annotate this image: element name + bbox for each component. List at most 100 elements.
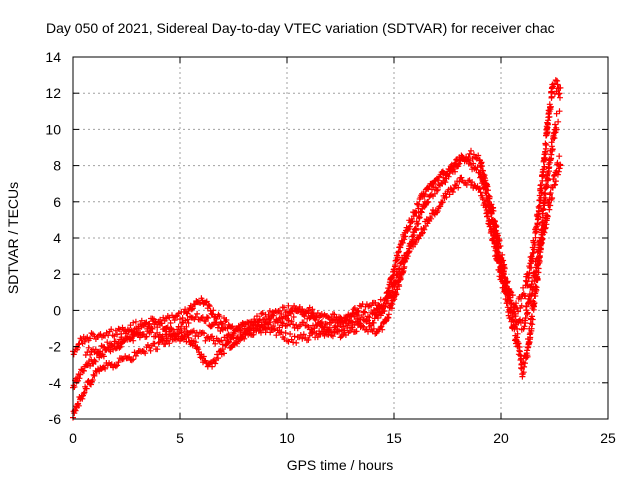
data-point-cluster xyxy=(433,168,448,184)
data-point-cluster xyxy=(144,325,161,340)
data-point-cluster xyxy=(151,318,165,331)
data-point-cluster xyxy=(433,174,448,194)
x-tick-label: 5 xyxy=(176,430,184,446)
data-point-cluster xyxy=(416,216,431,239)
data-point-cluster xyxy=(76,383,89,403)
data-point-cluster xyxy=(483,180,496,216)
data-point-cluster xyxy=(369,311,381,326)
data-point-cluster xyxy=(515,284,527,315)
data-point-cluster xyxy=(70,400,82,421)
data-point-cluster xyxy=(540,119,551,173)
data-point-cluster xyxy=(204,301,217,318)
y-tick-label: 4 xyxy=(53,230,61,246)
data-point-cluster xyxy=(209,333,225,347)
data-point-cluster xyxy=(521,283,534,330)
data-point-cluster xyxy=(401,217,414,240)
series-track-2 xyxy=(70,108,563,391)
data-point-cluster xyxy=(553,108,563,125)
data-point-cluster xyxy=(241,327,257,342)
data-point-cluster xyxy=(408,200,422,225)
data-point-cluster xyxy=(326,328,342,340)
data-point-cluster xyxy=(388,252,401,282)
data-point-cluster xyxy=(337,325,353,341)
y-tick-label: -4 xyxy=(49,375,62,391)
data-point-cluster xyxy=(204,358,217,370)
data-point-cluster xyxy=(495,236,508,281)
x-axis-label: GPS time / hours xyxy=(287,457,394,473)
data-point-cluster xyxy=(144,340,161,354)
data-series xyxy=(70,77,564,421)
data-point-cluster xyxy=(134,321,148,337)
data-point-cluster xyxy=(202,314,216,330)
x-tick-label: 25 xyxy=(600,430,616,446)
y-tick-label: 0 xyxy=(53,302,61,318)
data-point-cluster xyxy=(91,364,107,379)
x-tick-label: 0 xyxy=(69,430,77,446)
data-point-cluster xyxy=(549,77,559,97)
data-point-cluster xyxy=(198,295,210,307)
y-tick-label: 10 xyxy=(45,121,61,137)
x-tick-label: 10 xyxy=(279,430,295,446)
series-track-4 xyxy=(82,296,385,358)
data-point-cluster xyxy=(294,319,310,332)
data-point-cluster xyxy=(177,306,189,323)
data-point-cluster xyxy=(489,233,502,273)
data-point-cluster xyxy=(273,327,289,342)
data-point-cluster xyxy=(155,335,171,348)
data-point-cluster xyxy=(294,331,310,344)
series-track-3 xyxy=(70,147,564,421)
data-point-cluster xyxy=(425,207,439,224)
data-point-cluster xyxy=(540,191,553,236)
data-point-cluster xyxy=(528,255,541,299)
data-point-cluster xyxy=(483,202,496,243)
data-point-cluster xyxy=(288,302,302,314)
data-point-cluster xyxy=(388,279,401,312)
data-point-cluster xyxy=(513,334,523,358)
chart-title: Day 050 of 2021, Sidereal Day-to-day VTE… xyxy=(46,20,555,36)
data-point-cluster xyxy=(553,77,564,101)
data-point-cluster xyxy=(185,313,199,326)
data-point-cluster xyxy=(262,319,278,332)
data-point-cluster xyxy=(284,317,300,331)
data-point-cluster xyxy=(134,344,150,357)
data-point-cluster xyxy=(425,184,439,205)
data-point-cluster xyxy=(82,371,97,392)
data-point-cluster xyxy=(76,363,88,382)
data-point-cluster xyxy=(545,84,556,124)
data-point-cluster xyxy=(142,318,156,332)
data-point-cluster xyxy=(76,333,88,347)
gridlines xyxy=(73,57,608,419)
data-point-cluster xyxy=(314,319,328,333)
data-point-cluster xyxy=(117,330,131,346)
y-tick-label: 6 xyxy=(53,194,61,210)
data-point-cluster xyxy=(489,204,502,251)
data-point-cluster xyxy=(305,310,319,323)
data-point-cluster xyxy=(211,347,225,367)
data-point-cluster xyxy=(228,322,242,341)
y-tick-label: -6 xyxy=(49,411,62,427)
data-point-cluster xyxy=(468,147,482,162)
data-point-cluster xyxy=(408,213,423,247)
y-axis-label: SDTVAR / TECUs xyxy=(5,182,21,294)
data-point-cluster xyxy=(108,338,122,349)
data-point-cluster xyxy=(358,322,375,335)
data-point-cluster xyxy=(553,153,564,178)
data-point-cluster xyxy=(348,305,362,320)
data-point-cluster xyxy=(459,177,473,188)
data-point-cluster xyxy=(534,225,547,269)
y-tick-label: 2 xyxy=(53,266,61,282)
data-point-cluster xyxy=(82,330,96,344)
data-point-cluster xyxy=(177,316,191,334)
data-point-cluster xyxy=(476,156,489,188)
data-point-cluster xyxy=(192,298,204,308)
data-point-cluster xyxy=(373,296,385,312)
data-point-cluster xyxy=(284,331,300,346)
data-point-cluster xyxy=(450,174,465,192)
data-point-cluster xyxy=(442,185,456,201)
y-tick-label: -2 xyxy=(49,339,62,355)
axis-ticks: 0 5 10 15 20 25 -6 -4 -2 0 2 4 6 8 10 12 14 xyxy=(45,49,616,446)
y-tick-label: 12 xyxy=(45,85,61,101)
data-point-cluster xyxy=(534,158,547,228)
data-point-cluster xyxy=(528,211,541,271)
